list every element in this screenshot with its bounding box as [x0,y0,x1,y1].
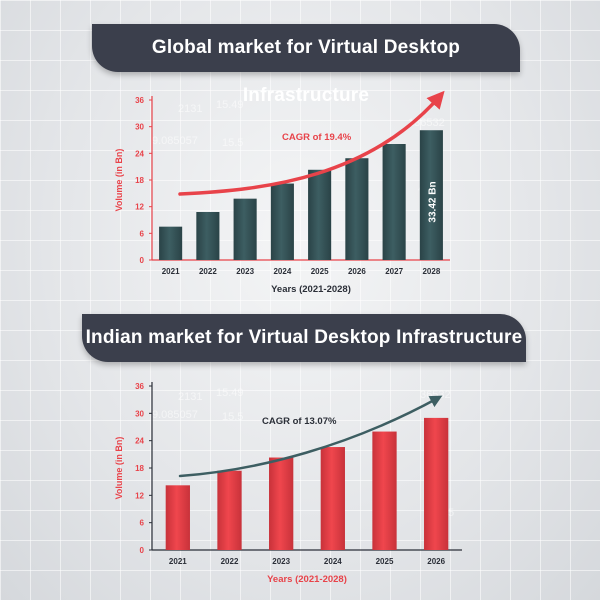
x-tick-label: 2027 [385,267,403,276]
bar-2022 [217,470,242,550]
y-tick-label: 24 [135,149,144,158]
y-axis-label: Volume (in Bn) [114,437,124,500]
bar-2023 [233,198,257,260]
y-tick-label: 30 [135,409,144,418]
x-tick-label: 2026 [348,267,366,276]
chart-title-indian: Indian market for Virtual Desktop Infras… [82,314,526,362]
x-tick-label: 2025 [376,557,394,566]
x-tick-label: 2024 [273,267,291,276]
bar-2021 [159,226,183,260]
cagr-annotation: CAGR of 13.07% [262,416,337,427]
y-tick-label: 0 [140,256,145,265]
y-tick-label: 36 [135,382,144,391]
bar-2025 [372,431,397,550]
y-tick-label: 12 [135,491,144,500]
y-tick-label: 24 [135,437,144,446]
bar-2028 [419,130,443,260]
x-axis-label: Years (2021-2028) [267,574,347,585]
y-tick-label: 18 [135,176,144,185]
bar-2023 [269,457,294,550]
bar-2024 [320,447,345,550]
x-tick-label: 2022 [221,557,239,566]
y-tick-label: 6 [140,519,145,528]
bar-2026 [345,158,369,260]
decorative-number: 2131 [178,391,202,403]
y-tick-label: 36 [135,96,144,105]
decorative-number: 5 [448,507,454,519]
y-tick-label: 0 [140,546,145,555]
y-tick-label: 30 [135,123,144,132]
decorative-number: 9.085057 [152,409,198,421]
x-tick-label: 2028 [422,267,440,276]
bar-2021 [165,485,190,550]
bar-value-label: 33.42 Bn [427,181,438,222]
x-tick-label: 2026 [427,557,445,566]
growth-arrow [178,395,443,478]
decorative-number: 2131 [178,103,202,115]
y-tick-label: 18 [135,464,144,473]
x-tick-label: 2021 [169,557,187,566]
x-tick-label: 2025 [311,267,329,276]
bar-2026 [424,417,449,550]
growth-arrow [178,90,445,196]
bar-2025 [308,169,332,260]
x-tick-label: 2022 [199,267,217,276]
y-tick-label: 6 [140,229,145,238]
decorative-number: 15.5 [222,411,243,423]
decorative-number: 15.49 [216,99,244,111]
decorative-number: 36532 [420,389,451,401]
bar-2024 [270,183,294,260]
global-market-chart: 213115.4915.51365329.0850574506121824303… [114,90,450,295]
cagr-annotation: CAGR of 19.4% [282,132,352,143]
y-tick-label: 12 [135,203,144,212]
x-tick-label: 2023 [272,557,290,566]
bar-2022 [196,212,220,260]
x-tick-label: 2023 [236,267,254,276]
x-tick-label: 2024 [324,557,342,566]
chart-title-global: Global market for Virtual Desktop Infras… [92,24,520,106]
x-axis-label: Years (2021-2028) [271,284,351,295]
x-tick-label: 2021 [162,267,180,276]
bar-2027 [382,144,406,260]
decorative-number: 9.085057 [152,135,198,147]
y-axis-label: Volume (in Bn) [114,149,124,212]
indian-market-chart: 2131 15.49 15.5 36532 9.085057 5 0 6 12 18 24 30 36 2… [114,382,462,585]
decorative-number: 15.49 [216,387,244,399]
decorative-number: 15.5 [222,137,243,149]
